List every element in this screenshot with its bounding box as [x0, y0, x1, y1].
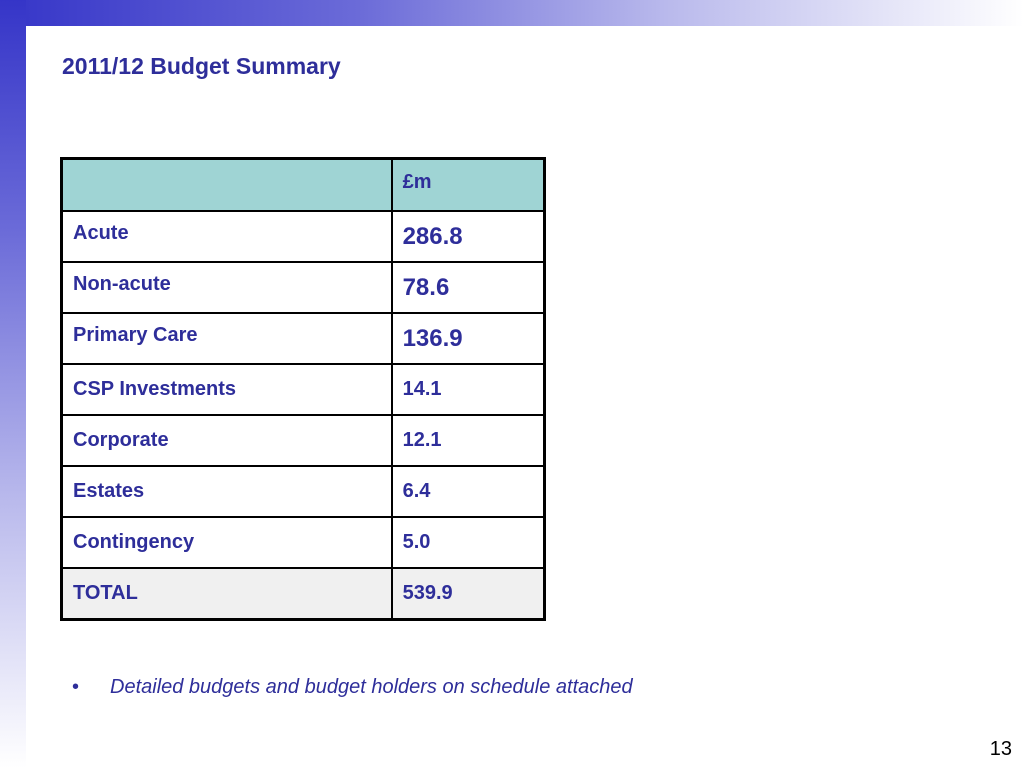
table-row: Estates 6.4	[60, 465, 546, 518]
top-gradient-bar	[0, 0, 1024, 26]
row-label: CSP Investments	[73, 378, 237, 400]
page-number: 13	[989, 738, 1012, 760]
row-value: 14.1	[402, 378, 442, 400]
total-label: TOTAL	[73, 582, 138, 604]
table-row: Non-acute 78.6	[60, 261, 546, 314]
row-value: 286.8	[402, 222, 463, 250]
table-header-row: £m	[60, 157, 546, 212]
budget-table: £m Acute 286.8 Non-acute 78.6 Primary Ca…	[60, 157, 546, 621]
table-row: Acute 286.8	[60, 210, 546, 263]
row-value: 6.4	[402, 480, 431, 502]
row-value: 12.1	[402, 429, 442, 451]
row-label: Acute	[73, 222, 129, 244]
row-label: Primary Care	[73, 324, 198, 346]
table-row: Primary Care 136.9	[60, 312, 546, 365]
row-value: 136.9	[402, 324, 463, 352]
bullet-item: • Detailed budgets and budget holders on…	[72, 676, 633, 699]
left-gradient-bar	[0, 0, 26, 768]
row-value: 78.6	[402, 273, 450, 301]
header-value-cell: £m	[390, 157, 546, 212]
row-label: Estates	[73, 480, 145, 502]
table-row: CSP Investments 14.1	[60, 363, 546, 416]
total-value: 539.9	[402, 582, 453, 604]
table-row: Contingency 5.0	[60, 516, 546, 569]
header-unit: £m	[402, 170, 432, 193]
slide-title: 2011/12 Budget Summary	[62, 53, 341, 79]
row-value: 5.0	[402, 531, 431, 553]
row-label: Corporate	[73, 429, 169, 451]
table-row: Corporate 12.1	[60, 414, 546, 467]
row-label: Contingency	[73, 531, 195, 553]
table-total-row: TOTAL 539.9	[60, 567, 546, 621]
bullet-symbol: •	[72, 676, 80, 698]
header-label-cell	[60, 157, 393, 212]
row-label: Non-acute	[73, 273, 171, 295]
bullet-text: Detailed budgets and budget holders on s…	[110, 676, 633, 698]
